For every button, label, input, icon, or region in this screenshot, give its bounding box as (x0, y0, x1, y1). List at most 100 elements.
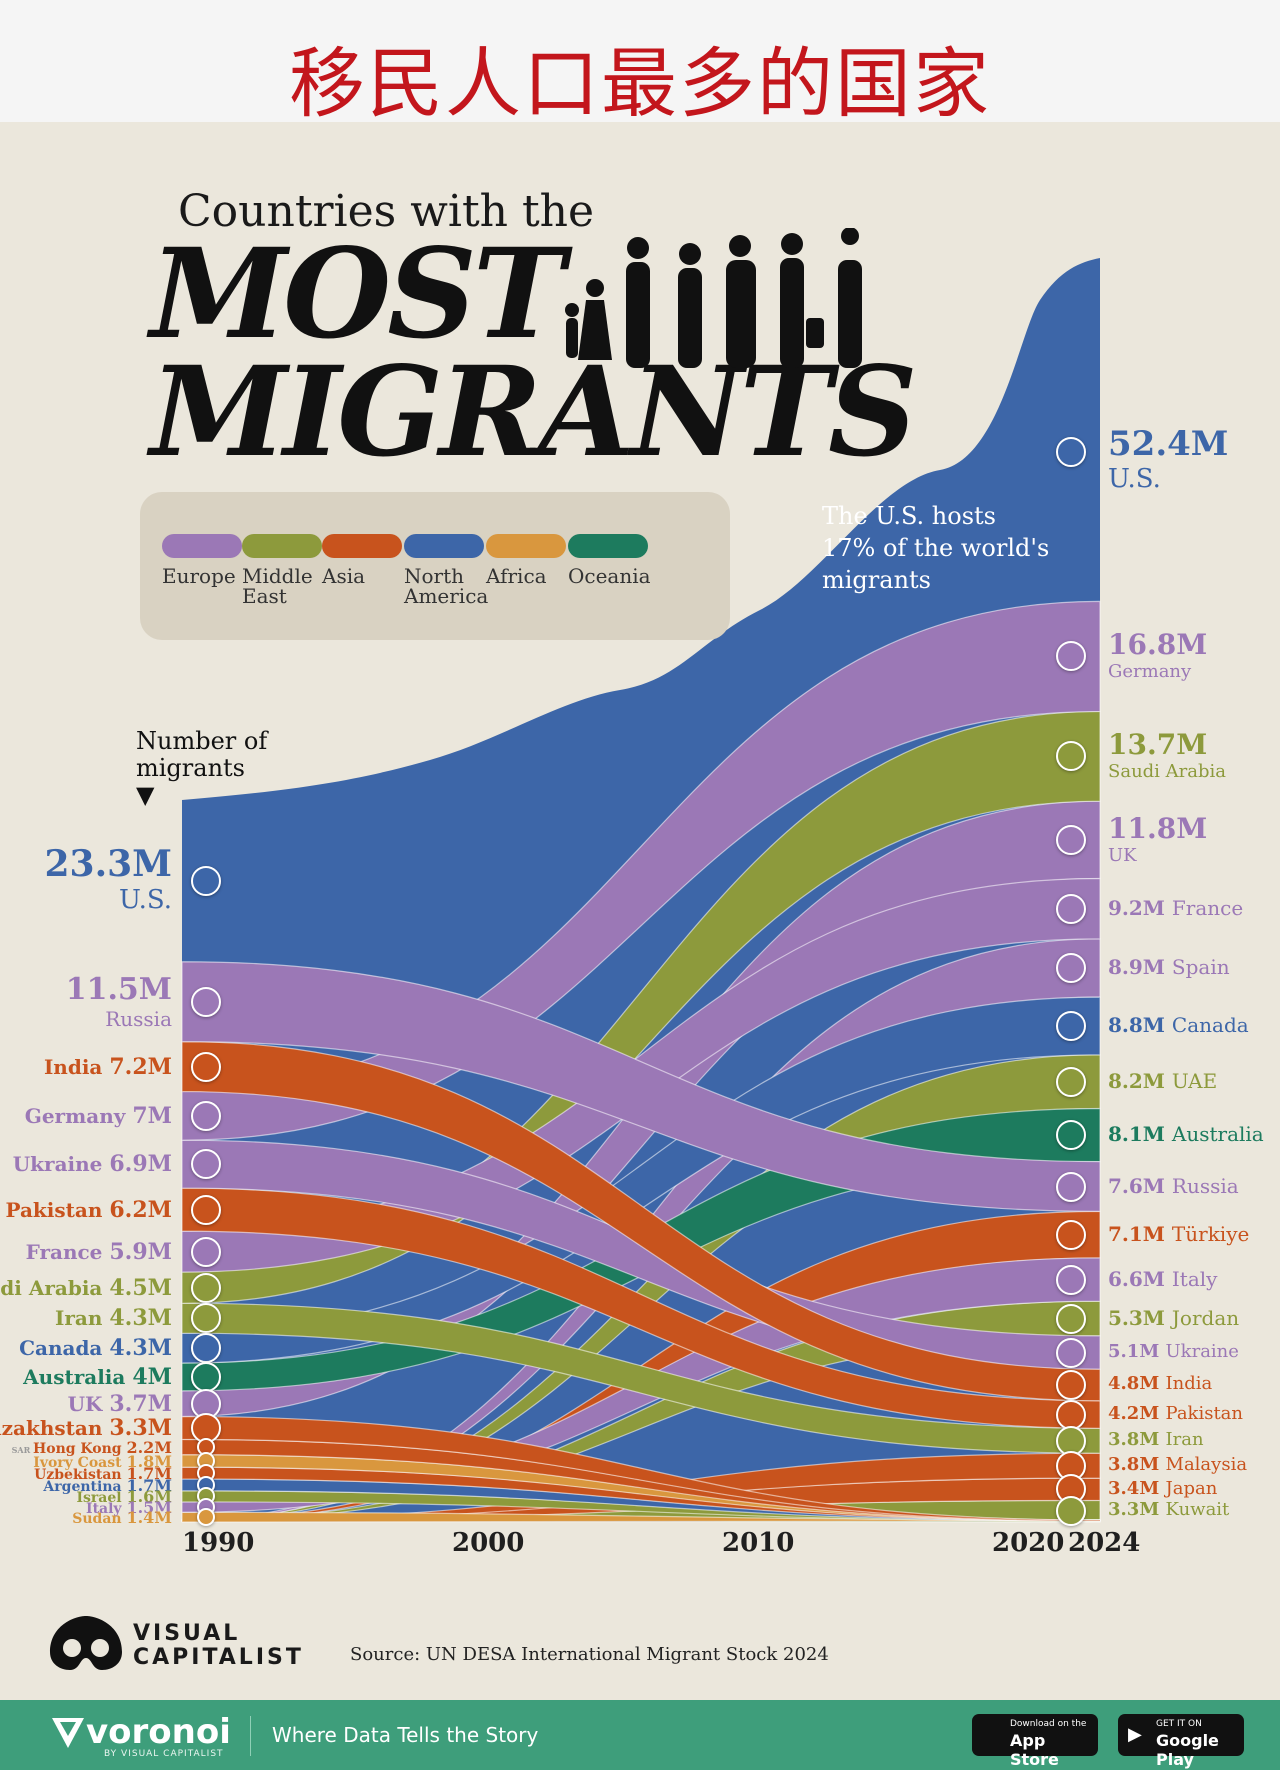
silhouettes-illustration (565, 228, 862, 368)
left-country: Ivory Coast (33, 1454, 127, 1471)
right-value: 13.7M (1108, 728, 1208, 762)
stream-uae (181, 1054, 1101, 1522)
flag-australia-icon (1056, 1120, 1086, 1151)
flag-kuwait-icon (1056, 1496, 1086, 1527)
right-country: UK (1108, 844, 1137, 866)
left-value: 3.3M (109, 1414, 172, 1441)
flag-france-icon (191, 1236, 221, 1267)
right-country: Russia (1171, 1173, 1239, 1198)
flag-pakistan-icon (191, 1194, 221, 1225)
flag-spain-icon (1056, 952, 1086, 983)
right-country: Saudi Arabia (1108, 761, 1227, 783)
legend-label: North America (404, 564, 489, 608)
left-value: 4.3M (109, 1335, 172, 1362)
legend-label: Asia (322, 564, 366, 588)
flag-uae-icon (1056, 1066, 1086, 1097)
right-label-t-rkiye: 7.1M Türkiye (1108, 1222, 1249, 1246)
right-value: 7.1M (1108, 1221, 1172, 1246)
legend-label: Africa (486, 564, 547, 588)
flag-jordan-icon (1056, 1303, 1086, 1334)
left-value: 5.9M (109, 1238, 172, 1265)
flag-canada-icon (191, 1333, 221, 1364)
right-value: 5.3M (1108, 1305, 1172, 1330)
left-value: 6.9M (109, 1151, 172, 1178)
x-tick-2024: 2024 (1068, 1528, 1141, 1558)
flag-russia-icon (191, 986, 221, 1017)
title-most: MOST (150, 222, 565, 367)
left-label-hong-kong: SAR Hong Kong 2.2M (12, 1438, 172, 1457)
right-label-spain: 8.9M Spain (1108, 955, 1230, 979)
flag-ukraine-icon (191, 1149, 221, 1180)
legend-item-asia: Asia (322, 534, 402, 586)
right-country: UAE (1171, 1068, 1218, 1093)
google-play-button[interactable]: ▶ GET IT ON Google Play (1118, 1714, 1244, 1769)
flag-u-s--icon (1056, 437, 1086, 467)
right-value: 11.8M (1108, 811, 1208, 845)
right-label-uk: 11.8M UK (1108, 812, 1207, 866)
app-store-bottom-text: App Store (1010, 1731, 1059, 1769)
voronoi-wordmark[interactable]: voronoi (86, 1712, 231, 1752)
right-value: 52.4M (1108, 424, 1229, 464)
left-label-uk: UK 3.7M (68, 1391, 172, 1417)
right-label-jordan: 5.3M Jordan (1108, 1306, 1239, 1330)
right-country: U.S. (1108, 464, 1161, 494)
flag-pakistan-icon (1056, 1399, 1086, 1430)
right-country: Canada (1171, 1012, 1249, 1037)
left-label-ivory-coast: Ivory Coast 1.8M (33, 1452, 172, 1471)
right-label-italy: 6.6M Italy (1108, 1267, 1217, 1291)
flag-india-icon (191, 1051, 221, 1082)
right-value: 4.8M (1108, 1373, 1166, 1395)
right-label-malaysia: 3.8M Malaysia (1108, 1454, 1247, 1475)
left-label-argentina: Argentina 1.7M (43, 1476, 172, 1495)
right-country: Germany (1108, 661, 1192, 683)
left-country: Iran (55, 1306, 110, 1331)
left-label-australia: Australia 4M (23, 1364, 172, 1390)
left-value: 1.7M (126, 1463, 172, 1483)
left-country: Ukraine (12, 1152, 110, 1177)
left-label-russia: 11.5M Russia (66, 972, 172, 1031)
legend-swatch (242, 534, 322, 558)
x-tick-1990: 1990 (182, 1528, 255, 1558)
right-label-india: 4.8M India (1108, 1373, 1212, 1394)
left-value: 1.5M (126, 1497, 172, 1517)
flag-india-icon (1056, 1370, 1086, 1401)
legend-label: Oceania (568, 564, 651, 588)
left-country: Uzbekistan (34, 1466, 127, 1483)
flag-germany-icon (191, 1100, 221, 1131)
left-country: Kazakhstan (0, 1415, 103, 1440)
left-country: UK (67, 1391, 110, 1416)
right-label-australia: 8.1M Australia (1108, 1122, 1264, 1146)
us-annotation: The U.S. hosts 17% of the world's migran… (822, 502, 1050, 594)
left-country: Israel (76, 1490, 127, 1507)
vc-wordmark-text: VISUAL CAPITALIST (133, 1621, 304, 1670)
footer-tagline: Where Data Tells the Story (272, 1723, 539, 1747)
right-label-saudi-arabia: 13.7M Saudi Arabia (1108, 728, 1226, 782)
right-value: 8.2M (1108, 1068, 1172, 1093)
right-label-uae: 8.2M UAE (1108, 1069, 1217, 1093)
left-label-france: France 5.9M (26, 1239, 172, 1265)
flag-u-s--icon (191, 865, 221, 896)
down-arrow-icon: ▼ (136, 781, 155, 809)
legend-panel (140, 492, 730, 640)
right-country: France (1171, 895, 1244, 920)
right-value: 9.2M (1108, 895, 1172, 920)
right-value: 3.4M (1108, 1477, 1166, 1499)
legend-item-middle-east: Middle East (242, 534, 322, 606)
left-country: Italy (86, 1500, 127, 1517)
flag-uk-icon (1056, 824, 1086, 855)
left-label-uzbekistan: Uzbekistan 1.7M (34, 1464, 172, 1483)
right-value: 3.3M (1108, 1499, 1166, 1521)
right-label-pakistan: 4.2M Pakistan (1108, 1403, 1243, 1424)
left-label-israel: Israel 1.6M (76, 1487, 172, 1506)
right-country: Australia (1171, 1122, 1264, 1147)
y-axis-title-text: Number of migrants (136, 727, 268, 782)
app-store-button[interactable]: Download on the App Store (972, 1714, 1098, 1769)
x-tick-2020: 2020 (992, 1528, 1065, 1558)
flag-sudan-icon (197, 1508, 215, 1527)
legend-item-africa: Africa (486, 534, 566, 586)
right-country: Ukraine (1165, 1340, 1239, 1362)
left-label-saudi-arabia: Saudi Arabia 4.5M (0, 1275, 172, 1301)
google-play-bottom-text: Google Play (1156, 1731, 1219, 1769)
left-label-germany: Germany 7M (25, 1103, 172, 1129)
top-banner (0, 0, 1280, 122)
